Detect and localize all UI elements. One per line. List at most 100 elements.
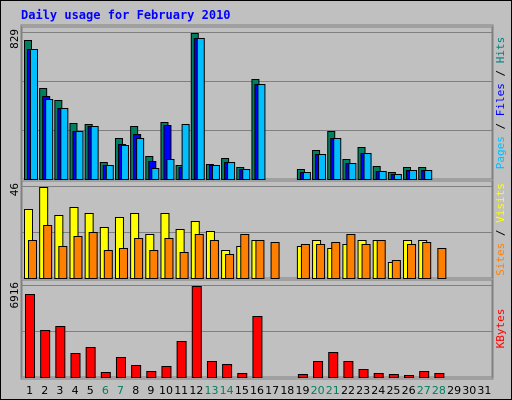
top-bar-pages-day-4: [75, 131, 84, 180]
top-legend-item: /: [494, 63, 507, 83]
top-bar-pages-day-3: [60, 108, 69, 180]
top-bar-pages-day-24: [378, 171, 387, 180]
top-bar-pages-day-7: [120, 145, 129, 180]
x-tick-label: 19: [295, 384, 309, 397]
bottom-bar-kbytes-day-5: [85, 347, 96, 378]
middle-ymax-label: 46: [8, 183, 21, 196]
middle-bar-sites-day-14: [225, 254, 235, 279]
middle-bar-sites-day-4: [73, 236, 83, 279]
middle-bar-sites-day-5: [88, 232, 98, 279]
bottom-bar-kbytes-day-19: [297, 374, 308, 378]
middle-bar-sites-day-21: [331, 242, 341, 279]
middle-bar-sites-day-24: [376, 240, 386, 279]
middle-bar-sites-day-22: [346, 234, 356, 279]
top-bar-pages-day-23: [363, 153, 372, 180]
bottom-bar-kbytes-day-12: [191, 286, 202, 378]
bottom-bar-kbytes-day-26: [404, 375, 415, 378]
bottom-ymax-label: 6916: [8, 282, 21, 309]
top-bar-pages-day-25: [393, 174, 402, 180]
x-tick-label: 26: [402, 384, 416, 397]
bottom-bar-kbytes-day-10: [161, 366, 172, 378]
x-tick-label: 25: [386, 384, 400, 397]
x-tick-label: 21: [326, 384, 340, 397]
bottom-bar-kbytes-day-23: [358, 369, 369, 378]
x-tick-label: 2: [41, 384, 48, 397]
bottom-bar-kbytes-day-6: [100, 372, 111, 378]
top-bar-pages-day-14: [227, 162, 236, 180]
middle-bar-sites-day-11: [179, 252, 189, 279]
bottom-bar-kbytes-day-9: [146, 371, 157, 378]
top-bar-pages-day-10: [166, 159, 175, 180]
middle-bar-sites-day-12: [194, 234, 204, 279]
bottom-bar-kbytes-day-8: [131, 365, 142, 378]
x-tick-label: 18: [280, 384, 294, 397]
top-bar-pages-day-19: [302, 172, 311, 180]
plot-frame: [20, 24, 494, 380]
bottom-bar-kbytes-day-14: [222, 364, 233, 378]
middle-bar-sites-day-27: [422, 242, 432, 279]
x-tick-label: 14: [220, 384, 234, 397]
middle-bar-sites-day-2: [43, 225, 53, 279]
x-tick-label: 1: [26, 384, 33, 397]
top-bar-pages-day-13: [211, 165, 220, 180]
top-bar-pages-day-16: [257, 84, 266, 180]
middle-bar-sites-day-9: [149, 250, 159, 279]
x-tick-label: 10: [159, 384, 173, 397]
middle-bar-sites-day-23: [361, 244, 371, 279]
middle-bar-sites-day-1: [28, 240, 37, 279]
x-tick-label: 27: [417, 384, 431, 397]
bottom-legend: KBytes: [494, 309, 507, 349]
middle-legend: Sites / Visits: [494, 183, 507, 276]
x-tick-label: 3: [56, 384, 63, 397]
bottom-bar-kbytes-day-4: [70, 353, 81, 378]
top-bar-pages-day-27: [424, 170, 433, 180]
top-bar-pages-day-20: [318, 154, 327, 180]
middle-bar-sites-day-6: [103, 250, 113, 279]
x-tick-label: 4: [72, 384, 79, 397]
bottom-bar-kbytes-day-28: [434, 373, 445, 378]
x-tick-label: 31: [477, 384, 491, 397]
bottom-bar-kbytes-day-1: [25, 294, 35, 378]
bottom-bar-kbytes-day-13: [206, 361, 217, 378]
bottom-bar-kbytes-day-7: [115, 357, 126, 378]
x-tick-label: 5: [87, 384, 94, 397]
x-tick-label: 16: [250, 384, 264, 397]
middle-bar-sites-day-25: [391, 260, 401, 279]
top-legend: Pages / Files / Hits: [494, 37, 507, 170]
middle-bar-sites-day-15: [240, 234, 250, 279]
middle-legend-item: /: [494, 223, 507, 243]
middle-bar-sites-day-8: [134, 238, 144, 279]
x-tick-label: 29: [447, 384, 461, 397]
x-tick-label: 23: [356, 384, 370, 397]
middle-bar-sites-day-7: [118, 248, 128, 279]
middle-bar-sites-day-26: [407, 244, 417, 279]
bottom-legend-item: KBytes: [494, 309, 507, 349]
x-tick-label: 15: [235, 384, 249, 397]
top-legend-item: Hits: [494, 37, 507, 64]
x-tick-label: 17: [265, 384, 279, 397]
top-bar-pages-day-5: [90, 126, 99, 180]
bottom-bar-kbytes-day-27: [419, 371, 430, 378]
chart-title: Daily usage for February 2010: [21, 8, 231, 22]
top-bar-pages-day-12: [196, 38, 205, 180]
x-tick-label: 13: [205, 384, 219, 397]
middle-bar-sites-day-10: [164, 238, 174, 279]
x-tick-label: 22: [341, 384, 355, 397]
x-tick-label: 24: [371, 384, 385, 397]
bottom-bar-kbytes-day-22: [343, 361, 354, 378]
bottom-bar-kbytes-day-25: [388, 374, 399, 378]
top-bar-pages-day-1: [30, 49, 38, 180]
middle-bar-sites-day-16: [255, 240, 265, 279]
middle-bar-sites-day-17: [270, 242, 280, 279]
bottom-bar-kbytes-day-15: [237, 373, 248, 378]
top-bar-pages-day-22: [348, 163, 357, 180]
top-ymax-label: 829: [8, 29, 21, 49]
bottom-bar-kbytes-day-20: [313, 361, 324, 378]
top-bar-pages-day-6: [105, 165, 114, 180]
top-legend-item: /: [494, 116, 507, 136]
x-tick-label: 12: [189, 384, 203, 397]
x-tick-label: 20: [311, 384, 325, 397]
middle-bar-sites-day-19: [300, 244, 310, 279]
